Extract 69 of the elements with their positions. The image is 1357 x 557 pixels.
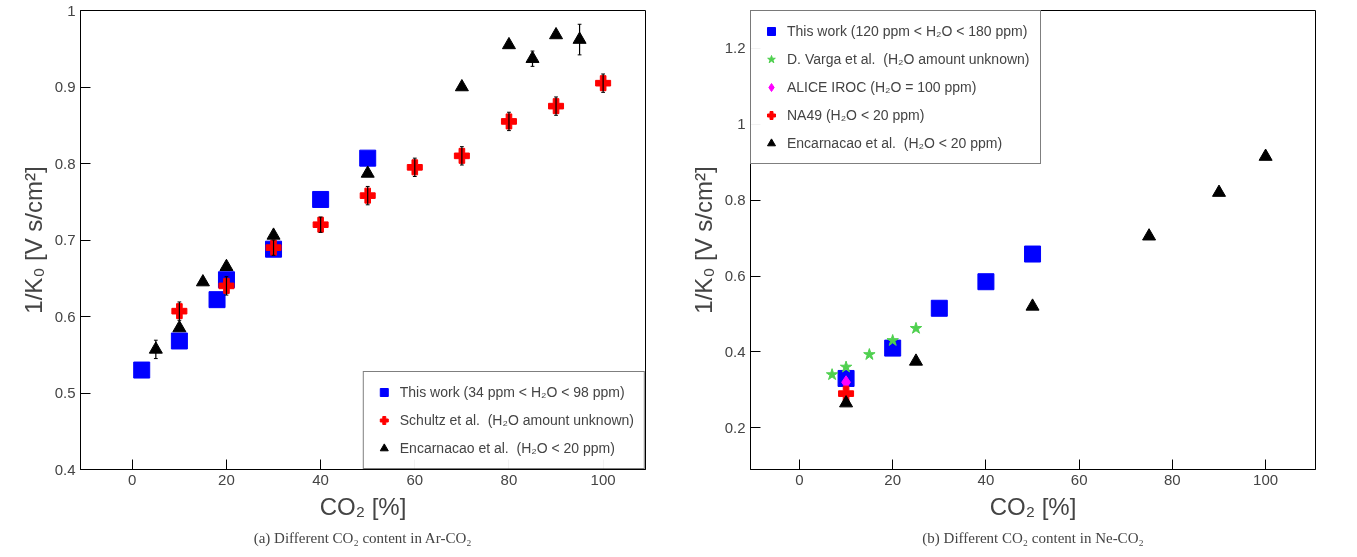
legend-label: Encarnacao et al. (H₂O < 20 ppm) xyxy=(787,135,1003,151)
point xyxy=(908,353,923,366)
point xyxy=(172,319,187,333)
y-tick-label: 1 xyxy=(737,115,746,133)
x-tick-label: 20 xyxy=(218,470,235,488)
y-tick-label: 0.8 xyxy=(724,191,746,209)
x-tick-label: 0 xyxy=(795,470,804,488)
point xyxy=(359,149,377,167)
point xyxy=(839,395,854,408)
y-axis-title: 1/K₀ [V s/cm²] xyxy=(689,166,717,314)
legend-label: Encarnacao et al. (H₂O < 20 ppm) xyxy=(399,440,615,456)
y-tick-label: 0.4 xyxy=(724,342,746,360)
point xyxy=(930,299,948,317)
y-tick-label: 0.8 xyxy=(54,154,76,172)
point xyxy=(1212,184,1226,197)
y-tick-label: 0.6 xyxy=(54,307,76,325)
text: (b) Different CO₂ content in Ne-CO₂ xyxy=(922,529,1144,547)
y-axis-title: 1/K₀ [V s/cm²] xyxy=(19,166,47,314)
x-axis-title: CO₂ [%] xyxy=(319,492,407,520)
point xyxy=(266,227,281,240)
text: (a) Different CO₂ content in Ar-CO₂ xyxy=(253,529,472,547)
point xyxy=(977,273,995,291)
point xyxy=(360,165,375,178)
y-tick-label: 0.5 xyxy=(54,384,76,401)
y-tick-label: 0.4 xyxy=(54,460,76,478)
legend-label: This work (34 ppm < H₂O < 98 ppm) xyxy=(399,384,625,400)
point xyxy=(208,291,226,309)
y-tick-label: 1.2 xyxy=(724,39,746,57)
point xyxy=(909,321,923,334)
point xyxy=(195,274,210,287)
point xyxy=(501,36,516,50)
point xyxy=(886,334,899,346)
point xyxy=(572,31,587,44)
y-tick-label: 0.9 xyxy=(54,78,76,95)
x-tick-label: 80 xyxy=(500,470,518,488)
point xyxy=(525,50,540,63)
x-tick-label: 100 xyxy=(590,470,616,488)
x-tick-label: 0 xyxy=(128,470,137,488)
point xyxy=(839,360,853,373)
y-tick-label: 0.7 xyxy=(54,231,76,248)
x-tick-label: 60 xyxy=(406,470,424,488)
point xyxy=(1258,148,1273,161)
x-tick-label: 40 xyxy=(312,470,329,488)
legend-label: NA49 (H₂O < 20 ppm) xyxy=(787,107,925,123)
x-axis-title: CO₂ [%] xyxy=(989,492,1077,520)
point xyxy=(148,341,163,354)
point xyxy=(133,361,151,379)
y-tick-label: 0.6 xyxy=(724,267,746,285)
point xyxy=(170,332,188,350)
point xyxy=(1142,228,1157,241)
legend-label: D. Varga et al. (H₂O amount unknown) xyxy=(787,51,1030,67)
point xyxy=(454,78,469,92)
point xyxy=(863,348,876,360)
x-tick-label: 20 xyxy=(884,470,902,488)
y-tick-label: 0.2 xyxy=(724,418,746,436)
x-tick-label: 40 xyxy=(977,470,995,488)
x-tick-label: 60 xyxy=(1070,470,1088,488)
point xyxy=(312,190,330,208)
y-tick-label: 1 xyxy=(67,1,76,19)
legend-label: Schultz et al. (H₂O amount unknown) xyxy=(399,412,634,428)
point xyxy=(219,258,234,272)
point xyxy=(549,26,564,40)
x-tick-label: 80 xyxy=(1164,470,1181,488)
legend-label: This work (120 ppm < H₂O < 180 ppm) xyxy=(787,23,1028,39)
point xyxy=(1025,298,1040,311)
x-tick-label: 100 xyxy=(1253,470,1279,488)
legend-label: ALICE IROC (H₂O = 100 ppm) xyxy=(787,79,977,95)
point xyxy=(825,368,839,381)
point xyxy=(1024,245,1042,263)
